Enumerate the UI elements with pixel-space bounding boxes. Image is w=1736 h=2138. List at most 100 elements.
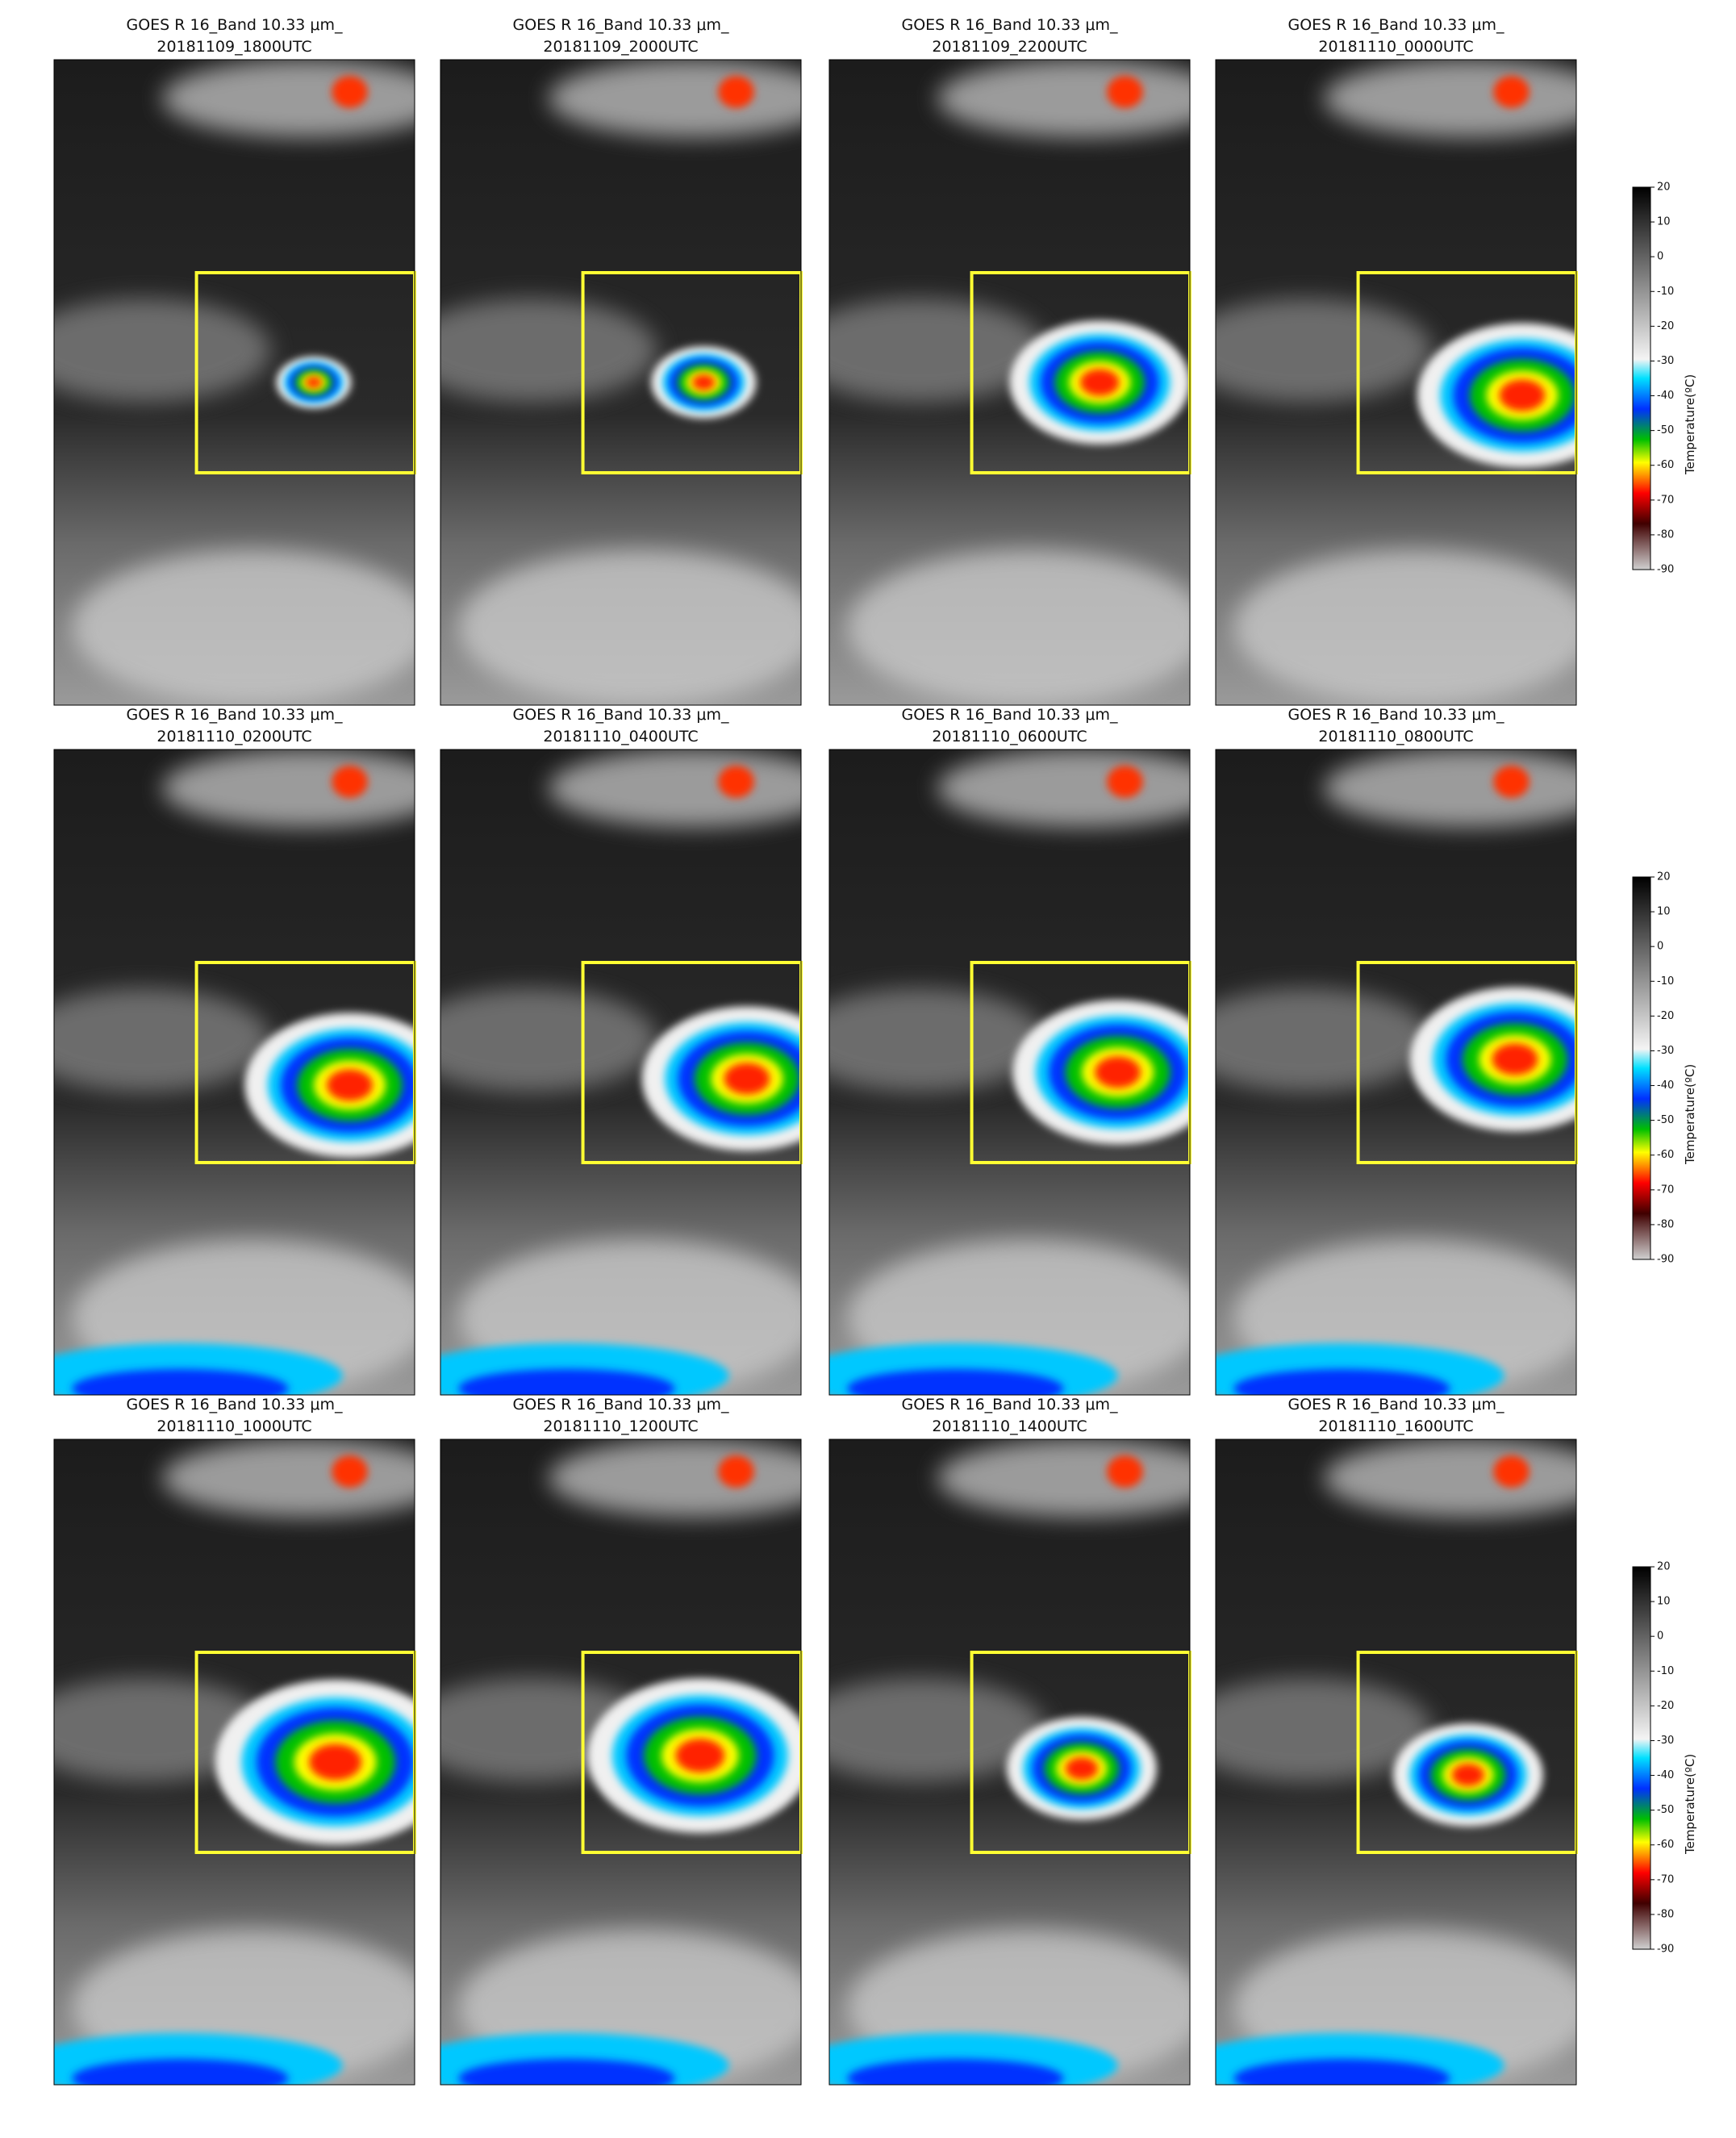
satellite-image <box>1216 1439 1576 2085</box>
colorbar-tick-label: -70 <box>1657 1184 1674 1196</box>
cloud <box>829 1678 1046 1781</box>
colorbar-tick-label: -90 <box>1657 1254 1674 1266</box>
panel-frame <box>828 749 1191 1396</box>
colorbar-tick-label: -20 <box>1657 320 1674 332</box>
cloud <box>458 550 801 705</box>
cloud <box>829 299 1046 402</box>
panel-time: 20181110_0800UTC <box>1318 728 1473 745</box>
storm <box>724 1063 770 1095</box>
colorbar-tick-label: 20 <box>1657 1561 1671 1573</box>
colorbar <box>1632 186 1651 570</box>
colorbar-tick-label: 20 <box>1657 182 1671 194</box>
cloud <box>829 988 1046 1092</box>
cloud <box>1216 1678 1433 1781</box>
panel-title: GOES R 16_Band 10.33 μm_ <box>126 16 343 34</box>
cloud <box>162 60 415 137</box>
storm <box>1451 1764 1485 1786</box>
storm <box>692 374 716 390</box>
satellite-image <box>54 1439 415 2085</box>
colorbar-tick-label: -50 <box>1657 1804 1674 1816</box>
colorbar-label: Temperature(ºC) <box>1683 1064 1697 1165</box>
panel-title: GOES R 16_Band 10.33 μm_ <box>512 16 729 34</box>
colorbar-tick-label: -20 <box>1657 1700 1674 1712</box>
panel-time: 20181109_2000UTC <box>543 38 698 56</box>
panel-frame <box>828 1439 1191 2086</box>
panel-title: GOES R 16_Band 10.33 μm_ <box>512 1396 729 1414</box>
colorbar-tick-label: -80 <box>1657 1218 1674 1230</box>
satellite-image <box>440 1439 801 2085</box>
colorbar-tick-label: 20 <box>1657 871 1671 883</box>
panel-time: 20181110_0200UTC <box>156 728 311 745</box>
storm <box>327 1069 373 1101</box>
north-storm <box>1107 76 1143 108</box>
panel-frame <box>828 59 1191 706</box>
cloud <box>1233 550 1576 705</box>
panel-title: GOES R 16_Band 10.33 μm_ <box>126 706 343 724</box>
panel-title: GOES R 16_Band 10.33 μm_ <box>901 16 1118 34</box>
storm <box>1079 369 1120 396</box>
panel-frame <box>53 749 415 1396</box>
panel-frame <box>1215 1439 1577 2086</box>
colorbar-tick-label: -50 <box>1657 1114 1674 1126</box>
cloud <box>162 1439 415 1517</box>
colorbar-tick-label: -30 <box>1657 1045 1674 1057</box>
colorbar-tick-label: -90 <box>1657 1944 1674 1956</box>
satellite-image <box>829 60 1190 705</box>
colorbar-tick-label: -70 <box>1657 494 1674 506</box>
colorbar-tick-label: -80 <box>1657 528 1674 541</box>
cold-band <box>847 2059 1064 2085</box>
colorbar-tick-label: -80 <box>1657 1908 1674 1920</box>
panel-time: 20181110_0000UTC <box>1318 38 1473 56</box>
cloud <box>1324 1439 1576 1517</box>
storm <box>1499 379 1546 411</box>
cloud <box>937 60 1190 137</box>
colorbar-tick-label: -40 <box>1657 390 1674 402</box>
colorbar-tick-label: 10 <box>1657 906 1671 918</box>
colorbar-label: Temperature(ºC) <box>1683 1754 1697 1855</box>
north-storm <box>1493 1455 1529 1488</box>
panel-title: GOES R 16_Band 10.33 μm_ <box>1287 16 1504 34</box>
cloud <box>937 750 1190 827</box>
panel-time: 20181110_0400UTC <box>543 728 698 745</box>
panel-time: 20181110_1000UTC <box>156 1418 311 1435</box>
colorbar <box>1632 1566 1651 1950</box>
north-storm <box>332 766 368 798</box>
satellite-image <box>440 60 801 705</box>
colorbar-tick-label: -10 <box>1657 975 1674 988</box>
cloud <box>847 550 1190 705</box>
colorbar-tick-label: 10 <box>1657 216 1671 228</box>
colorbar-tick-label: -40 <box>1657 1769 1674 1781</box>
storm <box>1095 1056 1141 1088</box>
colorbar-tick-label: -50 <box>1657 424 1674 436</box>
panel-time: 20181110_1200UTC <box>543 1418 698 1435</box>
cloud <box>1216 299 1433 402</box>
north-storm <box>718 766 754 798</box>
satellite-image <box>54 750 415 1395</box>
colorbar-tick-label: 0 <box>1657 1631 1663 1643</box>
north-storm <box>332 1455 368 1488</box>
storm <box>1492 1043 1538 1075</box>
panel-time: 20181110_1400UTC <box>932 1418 1087 1435</box>
colorbar-tick-label: 0 <box>1657 251 1663 263</box>
north-storm <box>1493 76 1529 108</box>
colorbar-tick-label: -10 <box>1657 286 1674 298</box>
colorbar-tick-label: -40 <box>1657 1079 1674 1092</box>
colorbar-tick-label: 10 <box>1657 1596 1671 1608</box>
north-storm <box>1107 1455 1143 1488</box>
colorbar-tick-label: -30 <box>1657 355 1674 367</box>
colorbar-tick-label: -10 <box>1657 1665 1674 1677</box>
colorbar-tick-label: 0 <box>1657 941 1663 953</box>
panel-time: 20181110_1600UTC <box>1318 1418 1473 1435</box>
satellite-image <box>440 750 801 1395</box>
panel-frame <box>1215 59 1577 706</box>
storm <box>309 1743 362 1781</box>
colorbar-tick-label: -90 <box>1657 564 1674 576</box>
colorbar-tick-label: -30 <box>1657 1735 1674 1747</box>
panel-title: GOES R 16_Band 10.33 μm_ <box>901 1396 1118 1414</box>
satellite-image <box>829 1439 1190 2085</box>
panel-title: GOES R 16_Band 10.33 μm_ <box>1287 1396 1504 1414</box>
cloud <box>1324 750 1576 827</box>
north-storm <box>1107 766 1143 798</box>
colorbar-tick-label: -60 <box>1657 1839 1674 1851</box>
